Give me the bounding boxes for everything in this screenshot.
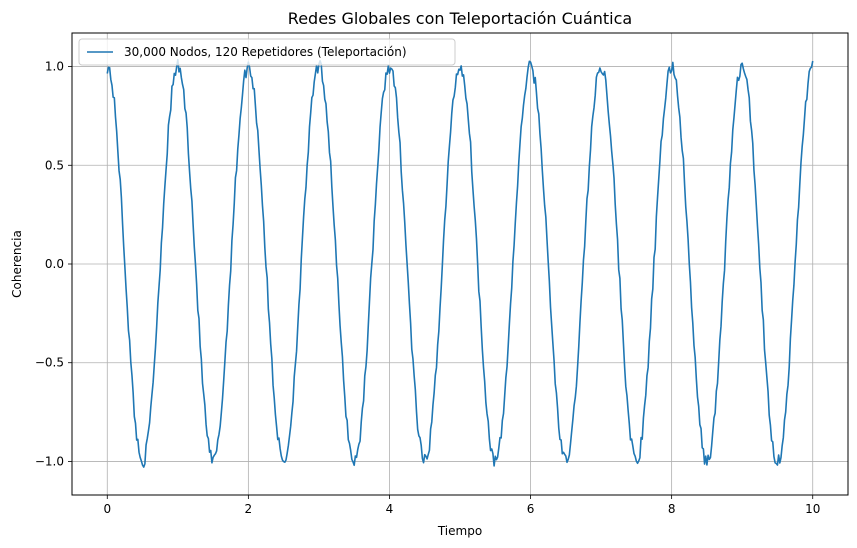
x-tick-label: 6	[527, 502, 535, 516]
x-axis-label: Tiempo	[437, 524, 482, 538]
series-line	[106, 58, 814, 468]
y-tick-label: −1.0	[35, 454, 64, 468]
x-tick-label: 10	[805, 502, 820, 516]
y-tick-label: −0.5	[35, 356, 64, 370]
legend-entry-label: 30,000 Nodos, 120 Repetidores (Teleporta…	[124, 45, 407, 59]
y-tick-label: 0.0	[45, 257, 64, 271]
y-tick-label: 1.0	[45, 60, 64, 74]
legend: 30,000 Nodos, 120 Repetidores (Teleporta…	[78, 38, 456, 66]
axis-ticks: 0 2 4 6 8 10 −1.0 −0.5 0.0 0.5 1.0	[35, 60, 821, 516]
y-axis-label: Coherencia	[10, 230, 24, 298]
grid-lines	[72, 33, 848, 495]
x-tick-label: 4	[386, 502, 394, 516]
x-tick-label: 8	[668, 502, 676, 516]
series-group	[106, 58, 814, 468]
x-tick-label: 0	[103, 502, 111, 516]
x-tick-label: 2	[245, 502, 253, 516]
chart-title: Redes Globales con Teleportación Cuántic…	[288, 9, 632, 28]
y-tick-label: 0.5	[45, 158, 64, 172]
legend-box	[78, 38, 456, 66]
